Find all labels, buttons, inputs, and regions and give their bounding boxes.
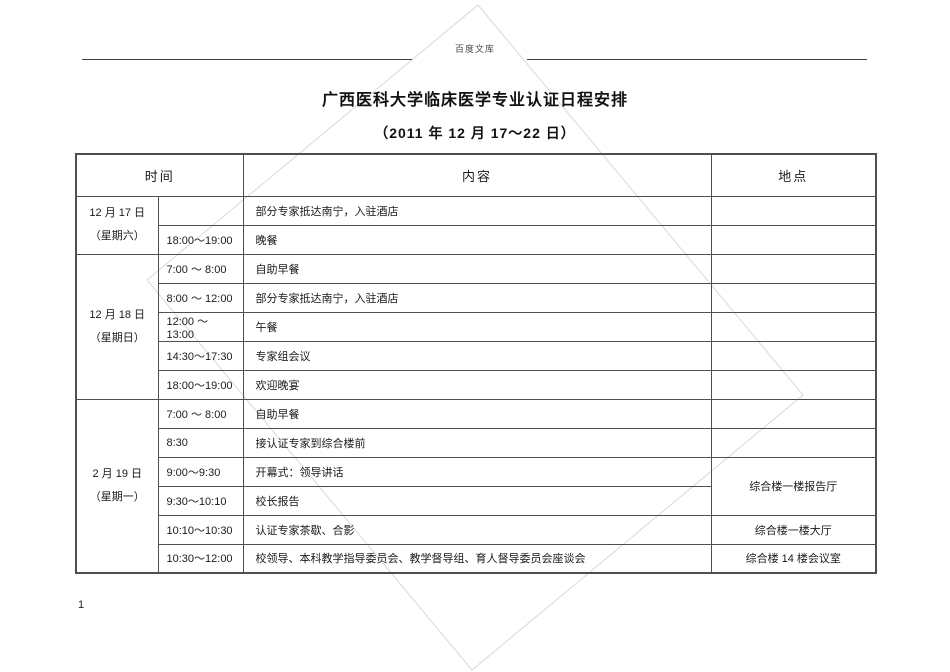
content-cell: 晚餐 — [242, 224, 712, 255]
location-cell — [710, 195, 877, 226]
location-cell — [710, 311, 877, 342]
date-text: 12 月 17 日 — [89, 207, 146, 219]
content-cell: 自助早餐 — [242, 398, 712, 429]
location-cell: 综合楼 14 楼会议室 — [710, 543, 877, 574]
date-text: 12 月 18 日 — [89, 308, 146, 321]
location-cell — [710, 340, 877, 371]
location-cell: 综合楼一楼报告厅 — [710, 456, 877, 516]
location-cell — [710, 398, 877, 429]
table-header-row: 时间 内容 地点 — [75, 153, 877, 197]
table-row: 10:30～12:00 校领导、本科教学指导委员会、教学督导组、育人督导委员会座… — [76, 543, 877, 574]
location-cell — [710, 282, 877, 313]
table-row: 12 月 17 日 （星期六） 部分专家抵达南宁，入驻酒店 — [75, 195, 877, 255]
content-cell: 校领导、本科教学指导委员会、教学督导组、育人督导委员会座谈会 — [242, 543, 712, 574]
location-cell — [710, 369, 877, 400]
watermark-brand-text: 百度文库 — [454, 44, 495, 54]
time-cell: 14:30～17:30 — [157, 340, 244, 371]
content-cell: 接认证专家到综合楼前 — [242, 427, 712, 458]
header-rule-left — [82, 59, 412, 60]
content-cell: 开幕式：领导讲话 — [242, 456, 712, 487]
time-cell: 18:00～19:00 — [157, 224, 244, 255]
table-row: 12:00 ～ 13:00 午餐 — [76, 311, 877, 342]
page-number: 1 — [78, 599, 85, 611]
time-cell: 8:30 — [157, 427, 244, 458]
time-cell: 9:30～10:10 — [157, 485, 244, 516]
page-subtitle: （2011 年 12 月 17～22 日） — [374, 125, 576, 141]
content-cell: 自助早餐 — [242, 253, 712, 284]
time-cell: 10:10～10:30 — [157, 514, 244, 545]
location-cell — [710, 224, 877, 255]
weekday-text: （星期一） — [89, 490, 145, 503]
content-cell: 部分专家抵达南宁，入驻酒店 — [242, 282, 712, 313]
col-header-time: 时间 — [75, 153, 244, 197]
location-cell — [710, 253, 877, 284]
table-row: 9:30～10:10 校长报告 — [76, 485, 876, 516]
page-title: 广西医科大学临床医学专业认证日程安排 — [321, 92, 628, 109]
date-text: 2 月 19 日 — [92, 467, 143, 480]
table-row: 9:00～9:30 开幕式：领导讲话 综合楼一楼报告厅 — [76, 456, 877, 516]
content-cell: 认证专家茶歇、合影 — [242, 514, 712, 545]
table-row: 2 月 19 日 （星期一） 7:00 ～ 8:00 自助早餐 — [75, 398, 877, 574]
content-cell: 部分专家抵达南宁，入驻酒店 — [242, 195, 712, 226]
table-row: 18:00～19:00 欢迎晚宴 — [76, 369, 877, 400]
table-row: 8:00 ～ 12:00 部分专家抵达南宁，入驻酒店 — [76, 282, 877, 313]
location-cell: 综合楼一楼大厅 — [710, 514, 877, 545]
content-cell: 专家组会议 — [242, 340, 712, 371]
content-cell: 午餐 — [242, 311, 712, 342]
table-row: 14:30～17:30 专家组会议 — [76, 340, 877, 371]
weekday-text: （星期六） — [89, 230, 145, 242]
time-cell — [157, 195, 244, 226]
time-cell: 8:00 ～ 12:00 — [157, 282, 244, 313]
time-cell: 12:00 ～ 13:00 — [157, 311, 244, 342]
time-cell: 18:00～19:00 — [157, 369, 244, 400]
time-cell: 7:00 ～ 8:00 — [157, 398, 244, 429]
table-row: 8:30 接认证专家到综合楼前 — [76, 427, 877, 458]
location-cell — [710, 427, 877, 458]
table-row: 18:00～19:00 晚餐 — [76, 224, 877, 255]
col-header-location: 地点 — [710, 153, 877, 197]
weekday-text: （星期日） — [89, 331, 145, 344]
content-cell: 校长报告 — [242, 485, 712, 516]
time-cell: 10:30～12:00 — [157, 543, 244, 574]
date-cell: 12 月 18 日 （星期日） — [75, 253, 159, 400]
time-cell: 7:00 ～ 8:00 — [157, 253, 244, 284]
schedule-table: 时间 内容 地点 12 月 17 日 （星期六） 部分专家抵达南宁，入驻酒店 1… — [75, 153, 878, 574]
date-cell: 12 月 17 日 （星期六） — [75, 195, 159, 255]
col-header-content: 内容 — [242, 153, 712, 197]
table-row: 10:10～10:30 认证专家茶歇、合影 综合楼一楼大厅 — [76, 514, 877, 545]
time-cell: 9:00～9:30 — [157, 456, 244, 487]
date-cell: 2 月 19 日 （星期一） — [75, 398, 159, 574]
content-cell: 欢迎晚宴 — [242, 369, 712, 400]
table-row: 12 月 18 日 （星期日） 7:00 ～ 8:00 自助早餐 — [75, 253, 877, 400]
header-rule-right — [527, 59, 867, 60]
